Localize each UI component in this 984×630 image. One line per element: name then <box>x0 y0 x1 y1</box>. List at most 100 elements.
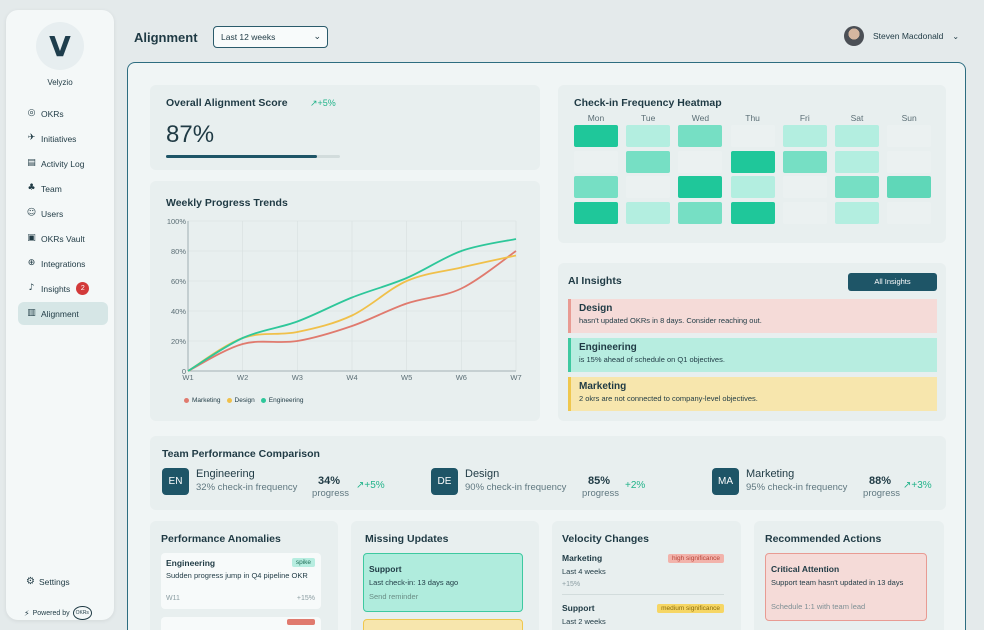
x-tick-label: W4 <box>346 373 357 382</box>
heatmap-cell[interactable] <box>835 125 879 147</box>
users-icon: ☺ <box>26 208 37 218</box>
sidebar-item-label: Users <box>41 208 64 219</box>
heatmap-day-label: Tue <box>641 113 656 123</box>
action-title: Critical Attention <box>771 564 840 574</box>
heatmap-day-label: Sun <box>901 113 917 123</box>
vault-icon: ▣ <box>27 233 36 243</box>
heatmap-cell[interactable] <box>835 201 879 224</box>
heatmap-cell[interactable] <box>626 201 671 224</box>
period-select[interactable]: Last 12 weeks ⌄ <box>213 26 328 48</box>
sidebar-item-initiatives[interactable]: ✈ Initiatives <box>18 127 108 150</box>
heatmap-cell[interactable] <box>887 150 932 173</box>
heatmap-cell[interactable] <box>574 201 618 224</box>
team-item-marketing[interactable]: MA Marketing 95% check-in frequency <box>712 468 847 495</box>
heatmap-cell[interactable] <box>730 201 775 224</box>
heatmap-cell[interactable] <box>730 150 775 173</box>
team-progress-value: 88% <box>868 475 891 487</box>
bell-icon: ♪ <box>28 283 35 293</box>
sidebar-item-insights[interactable]: ♪ Insights 2 <box>18 277 108 300</box>
all-insights-button[interactable]: All Insights <box>848 273 937 291</box>
team-progress-value: 85% <box>587 475 610 487</box>
legend-label: Marketing <box>192 397 221 404</box>
heatmap-cell[interactable] <box>626 125 671 147</box>
heatmap-cell[interactable] <box>574 125 618 147</box>
velocity-delta: +15% <box>562 581 581 588</box>
heatmap-cell[interactable] <box>887 176 932 198</box>
legend-label: Design <box>234 397 255 404</box>
team-item-design[interactable]: DE Design 90% check-in frequency <box>431 468 566 495</box>
x-tick-label: W6 <box>456 373 467 382</box>
score-progress-fill <box>166 155 318 158</box>
velocity-item[interactable]: Support medium significance Last 2 weeks <box>562 603 724 630</box>
heatmap-cell[interactable] <box>626 176 671 198</box>
sidebar-item-label: OKRs Vault <box>41 233 85 244</box>
heatmap-cell[interactable] <box>782 176 827 198</box>
heatmap-cell[interactable] <box>678 125 723 147</box>
heatmap-cell[interactable] <box>730 176 775 198</box>
sidebar-item-users[interactable]: ☺ Users <box>18 202 108 225</box>
sidebar-item-alignment[interactable]: ▥ Alignment <box>18 302 108 325</box>
team-avatar: MA <box>712 468 739 495</box>
x-tick-label: W7 <box>510 373 521 382</box>
heatmap-cell[interactable] <box>835 150 879 173</box>
sidebar-item-okrs[interactable]: ◎ OKRs <box>18 102 108 125</box>
team-avatar: EN <box>162 468 189 495</box>
heatmap-cell[interactable] <box>887 125 932 147</box>
heatmap-cell[interactable] <box>626 150 671 173</box>
velocity-item[interactable]: Marketing high significance Last 4 weeks… <box>562 553 724 595</box>
sidebar-item-label: Alignment <box>41 308 79 319</box>
heatmap-cell[interactable] <box>835 176 879 198</box>
heatmap-cell[interactable] <box>574 176 618 198</box>
team-item-engineering[interactable]: EN Engineering 32% check-in frequency <box>162 468 297 495</box>
team-progress-label: progress <box>863 488 900 499</box>
velocity-team: Marketing <box>562 553 603 563</box>
legend-dot <box>260 398 266 403</box>
y-tick-label: 100% <box>167 217 187 226</box>
anomaly-item[interactable] <box>161 617 321 630</box>
y-tick-label: 40% <box>171 307 186 316</box>
heatmap-cell[interactable] <box>678 150 723 173</box>
anomaly-tag <box>287 619 315 625</box>
heatmap-cell[interactable] <box>678 176 723 198</box>
anomaly-item[interactable]: Engineering spike Sudden progress jump i… <box>161 553 321 609</box>
heatmap-cell[interactable] <box>782 150 827 173</box>
period-value: Last 12 weeks <box>221 32 276 42</box>
sidebar-item-label: Integrations <box>41 258 86 269</box>
y-tick-label: 0 <box>182 367 186 376</box>
settings-link[interactable]: ⚙ Settings <box>26 576 70 587</box>
missing-update-item[interactable]: Support Last check-in: 13 days ago Send … <box>363 553 523 612</box>
recommended-action-item[interactable]: Critical Attention Support team hasn't u… <box>765 553 927 621</box>
heatmap-cell[interactable] <box>730 125 775 147</box>
sidebar-item-activity-log[interactable]: ▤ Activity Log <box>18 152 108 175</box>
brand-name: Velyzio <box>47 78 73 87</box>
sidebar-item-team[interactable]: ♣ Team <box>18 177 108 200</box>
missing-text: Last check-in: 13 days ago <box>369 578 459 587</box>
sidebar-item-integrations[interactable]: ⊕ Integrations <box>18 252 108 275</box>
missing-update-item[interactable] <box>363 619 523 630</box>
anomaly-delta: +15% <box>296 595 315 602</box>
insight-item[interactable]: Design hasn't updated OKRs in 8 days. Co… <box>568 299 937 333</box>
heatmap-cell[interactable] <box>782 201 827 224</box>
team-avatar: DE <box>431 468 458 495</box>
card-title: AI Insights <box>568 275 622 287</box>
heatmap-cell[interactable] <box>678 201 723 224</box>
sidebar-item-okrs-vault[interactable]: ▣ OKRs Vault <box>18 227 108 250</box>
anomaly-tag: spike <box>291 558 315 567</box>
user-menu[interactable]: Steven Macdonald ⌄ <box>844 26 959 46</box>
weekly-trends-card: Weekly Progress Trends 0 20% 40% 60% 80% 100%… <box>150 181 540 421</box>
insight-item[interactable]: Marketing 2 okrs are not connected to co… <box>568 377 937 411</box>
heatmap-cell[interactable] <box>574 150 618 173</box>
team-name: Design <box>465 468 500 480</box>
schedule-link[interactable]: Schedule 1:1 with team lead <box>771 602 866 611</box>
insight-item[interactable]: Engineering is 15% ahead of schedule on … <box>568 338 937 372</box>
missing-team: Support <box>369 564 402 574</box>
heatmap-cell[interactable] <box>782 125 827 147</box>
heatmap-cell[interactable] <box>887 201 932 224</box>
send-reminder-link[interactable]: Send reminder <box>369 592 419 601</box>
sidebar: V Velyzio ◎ OKRs ✈ Initiatives ▤ Activity L… <box>6 10 114 620</box>
anomaly-week: W11 <box>166 595 180 602</box>
brand-logo[interactable]: V <box>36 22 84 70</box>
heatmap-day-label: Wed <box>691 113 710 123</box>
velocity-team: Support <box>562 603 595 613</box>
insight-team: Marketing <box>579 381 627 392</box>
